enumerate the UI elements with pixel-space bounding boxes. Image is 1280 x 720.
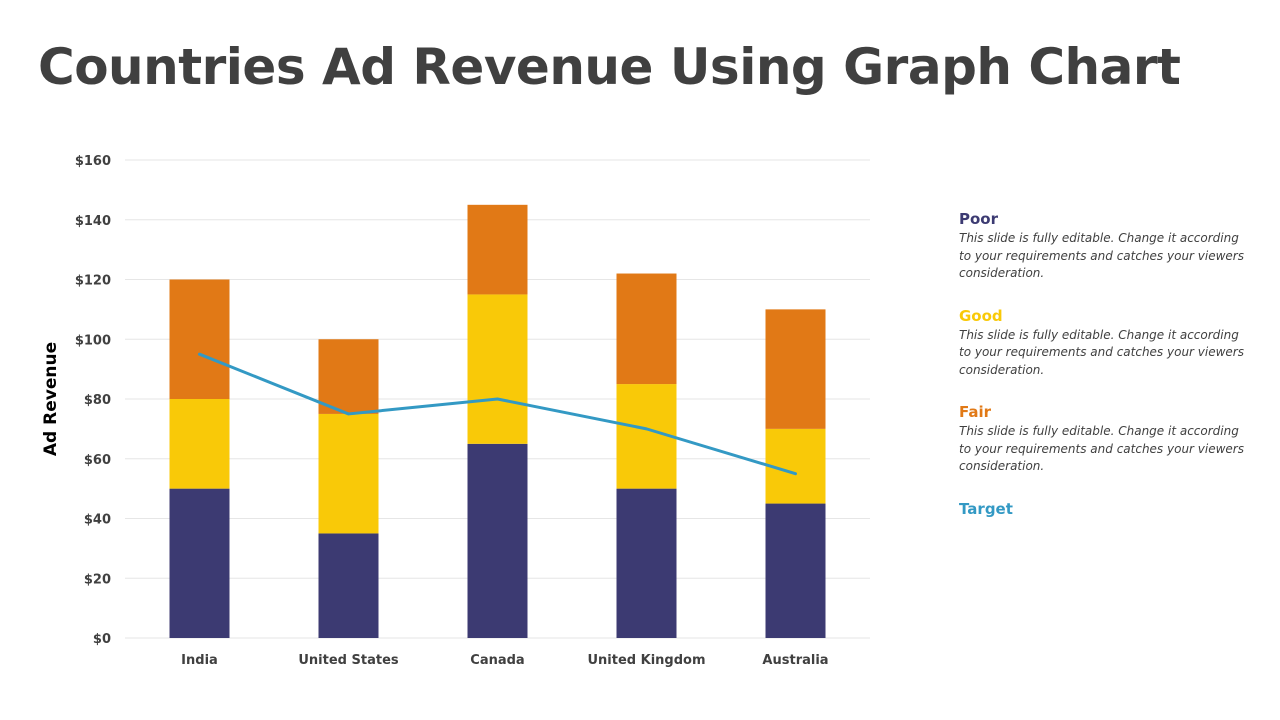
legend: Poor This slide is fully editable. Chang… [959,208,1259,542]
x-tick-label: United States [298,653,399,668]
y-tick-label: $0 [93,632,111,647]
stacked-bar-chart: $0 $20 $40 $60 $80 $100 $120 $140 $160 Ad Revenue… [41,154,870,668]
bar-fair [616,273,677,385]
legend-name-poor: Poor [959,210,999,228]
bar-fair [765,309,826,429]
legend-item-good: Good This slide is fully editable. Chang… [959,305,1259,380]
y-tick-label: $80 [84,393,111,408]
bar-fair [318,339,379,414]
bar-good [169,399,230,489]
y-tick-label: $40 [84,513,111,528]
bar-poor [169,488,230,638]
legend-desc-good: This slide is fully editable. Change it … [959,327,1244,377]
y-axis-label: Ad Revenue [41,342,61,456]
legend-name-fair: Fair [959,403,992,421]
bar-poor [616,488,677,638]
x-tick-label: India [181,653,218,668]
y-tick-label: $100 [75,333,111,348]
legend-item-poor: Poor This slide is fully editable. Chang… [959,208,1259,283]
page-title: Countries Ad Revenue Using Graph Chart [38,38,1181,96]
target-line [198,352,797,476]
bar-good [467,294,528,444]
legend-desc-fair: This slide is fully editable. Change it … [959,424,1244,473]
y-tick-label: $120 [75,274,111,289]
bar-poor [467,443,528,638]
bar-fair [169,279,230,399]
legend-desc-poor: This slide is fully editable. Change it … [959,231,1244,280]
y-tick-label: $140 [75,214,111,229]
bar-poor [765,503,826,638]
legend-name-target: Target [959,499,1013,518]
y-tick-label: $160 [75,154,111,169]
x-tick-label: Canada [470,653,524,668]
y-tick-label: $20 [84,572,111,587]
legend-item-target: Target [959,498,1259,520]
legend-name-good: Good [959,306,1003,325]
y-tick-label: $60 [84,453,111,468]
legend-item-fair: Fair This slide is fully editable. Chang… [959,401,1259,476]
bar-fair [467,204,528,295]
bar-poor [318,533,379,638]
bar-good [318,413,379,534]
x-tick-label: Australia [762,653,828,668]
x-tick-label: United Kingdom [587,653,705,668]
